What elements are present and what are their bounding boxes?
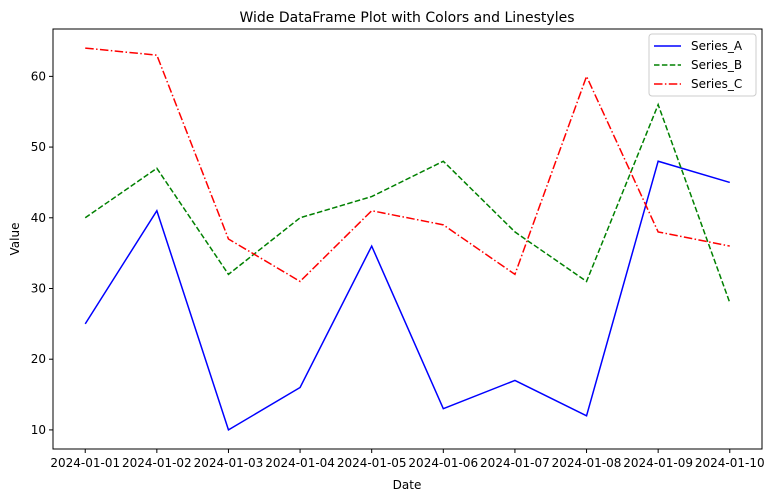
plot-frame: [52, 28, 763, 450]
series-line-series_b: [84, 102, 731, 303]
x-tick-label: 2024-01-03: [194, 456, 264, 470]
legend-label: Series_B: [691, 58, 742, 72]
x-tick-label: 2024-01-06: [408, 456, 478, 470]
y-tick-label: 60: [31, 69, 46, 83]
y-tick-label: 20: [31, 352, 46, 366]
y-tick-label: 50: [31, 140, 46, 154]
y-tick-label: 10: [31, 423, 46, 437]
legend-box: [648, 33, 757, 97]
y-axis-label: Value: [8, 223, 22, 256]
series-line-series_a: [84, 160, 730, 432]
x-tick-label: 2024-01-05: [337, 456, 407, 470]
legend: Series_A Series_B Series_C: [648, 33, 757, 97]
x-tick-label: 2024-01-10: [695, 456, 765, 470]
x-tick-label: 2024-01-04: [265, 456, 335, 470]
x-tick-label: 2024-01-08: [552, 456, 622, 470]
legend-label: Series_C: [691, 77, 742, 91]
y-tick-label: 40: [31, 211, 46, 225]
x-tick-label: 2024-01-02: [122, 456, 192, 470]
chart-title: Wide DataFrame Plot with Colors and Line…: [240, 10, 575, 26]
y-tick-label: 30: [31, 281, 46, 295]
x-axis-label: Date: [393, 478, 422, 492]
x-tick-label: 2024-01-07: [480, 456, 550, 470]
legend-label: Series_A: [691, 39, 743, 53]
x-tick-label: 2024-01-01: [50, 456, 120, 470]
series-line-series_c: [85, 47, 730, 283]
x-tick-label: 2024-01-09: [623, 456, 693, 470]
